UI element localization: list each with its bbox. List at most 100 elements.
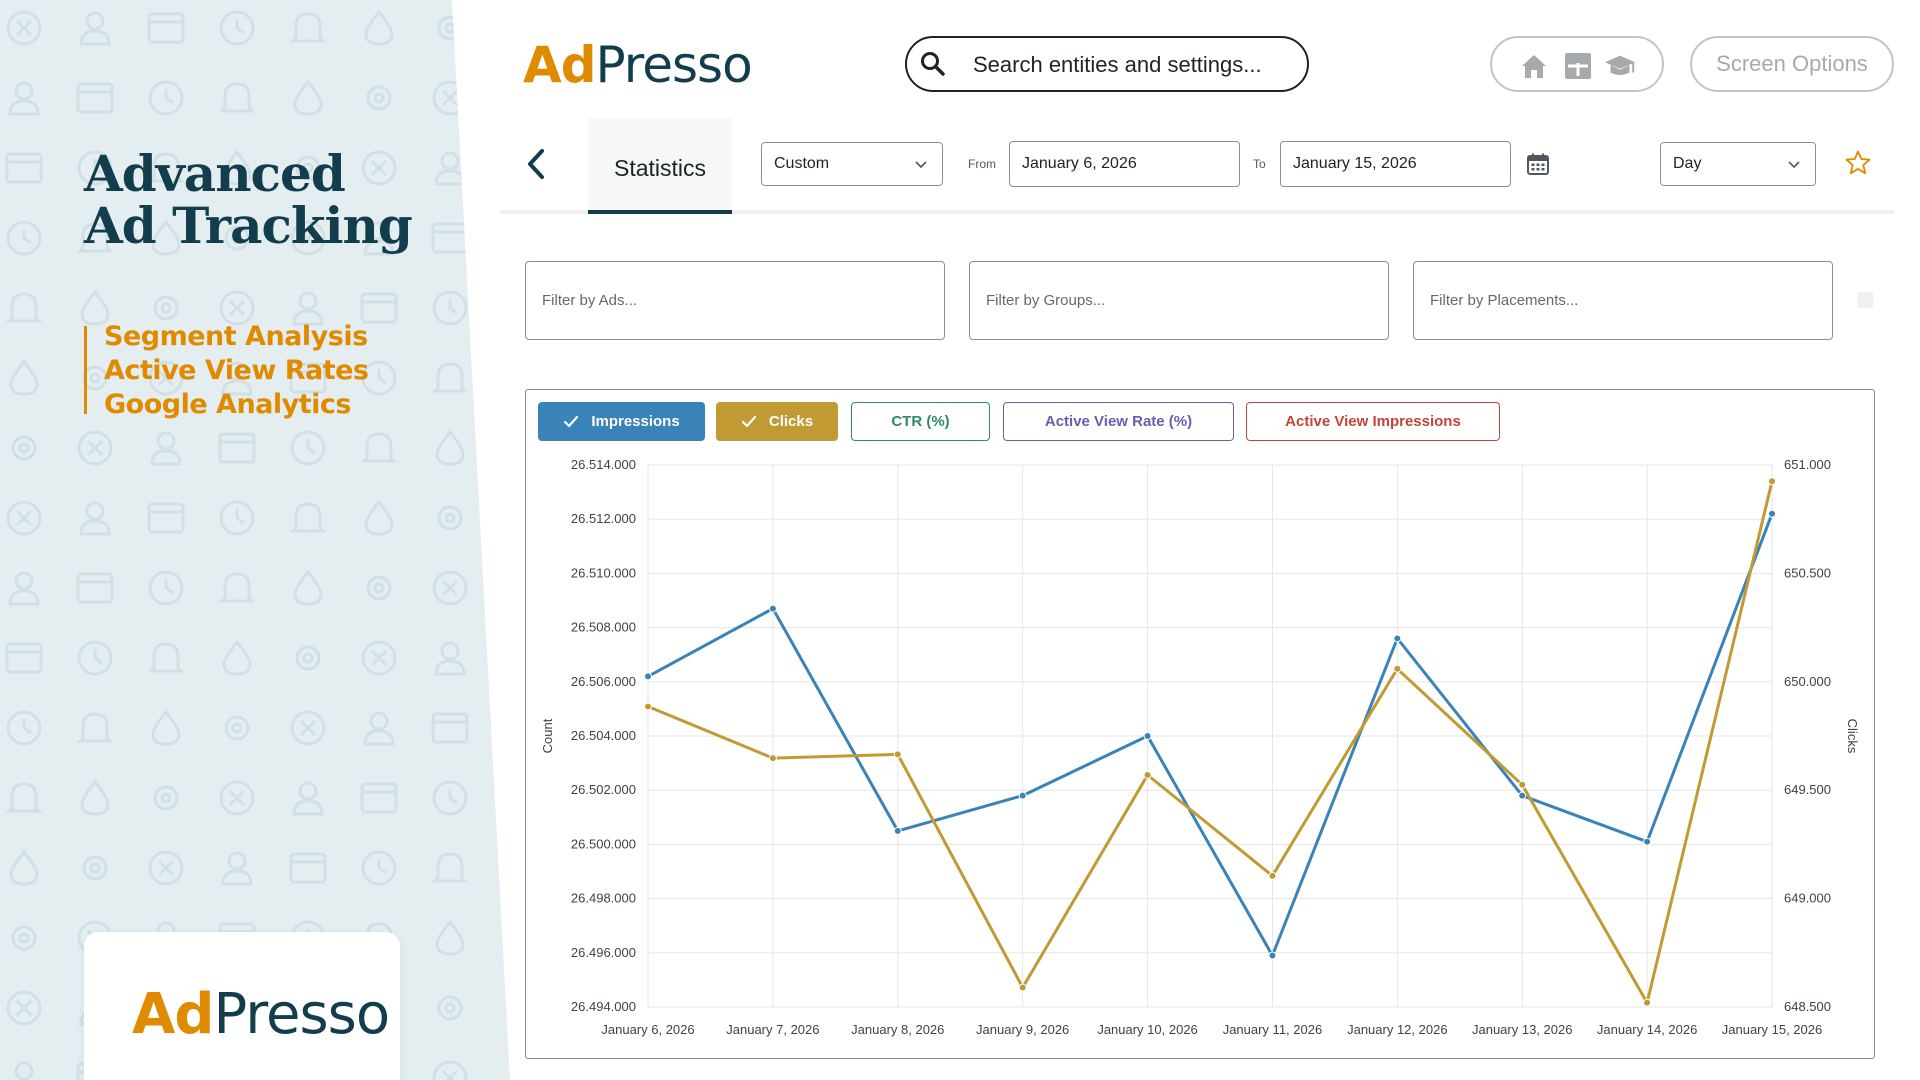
filter-ads-input[interactable]: Filter by Ads... — [525, 261, 945, 340]
learn-button[interactable] — [1604, 50, 1636, 82]
add-content-button[interactable] — [1562, 50, 1594, 82]
pattern-icon — [361, 150, 397, 186]
pattern-icon — [295, 645, 321, 671]
pattern-icon — [437, 505, 463, 531]
data-point[interactable] — [644, 702, 652, 711]
home-button[interactable] — [1518, 50, 1550, 82]
pattern-icon — [147, 12, 185, 44]
pattern-icon — [6, 500, 42, 536]
pattern-icon — [289, 852, 327, 884]
metric-label: Active View Rate (%) — [1044, 413, 1193, 430]
data-point[interactable] — [1643, 837, 1652, 846]
calendar-icon[interactable] — [1526, 152, 1550, 176]
x-tick-label: January 14, 2026 — [1597, 1022, 1697, 1037]
pattern-icon — [6, 220, 42, 256]
y-tick-label: 26.506.000 — [571, 674, 636, 689]
data-point[interactable] — [1268, 951, 1277, 960]
data-point[interactable] — [1768, 477, 1776, 486]
pattern-icon — [5, 152, 43, 184]
filter-groups-input[interactable]: Filter by Groups... — [969, 261, 1389, 340]
pattern-icon — [360, 432, 398, 463]
back-button[interactable] — [508, 142, 564, 186]
tab-statistics[interactable]: Statistics — [588, 118, 732, 214]
pattern-icon — [435, 919, 465, 956]
data-point[interactable] — [1018, 791, 1027, 800]
pattern-icon — [219, 780, 255, 816]
logo-presso-text: Presso — [213, 982, 390, 1047]
metric-toggle-clicks[interactable]: Clicks — [716, 402, 838, 441]
promo-feature: Google Analytics — [104, 389, 351, 420]
data-point[interactable] — [1143, 771, 1152, 780]
pattern-icon — [290, 430, 326, 466]
pattern-icon — [147, 502, 185, 534]
granularity-value: Day — [1673, 155, 1702, 172]
pattern-icon — [432, 570, 468, 606]
pattern-icon — [432, 80, 468, 116]
check-icon — [741, 415, 756, 427]
data-point[interactable] — [1518, 791, 1527, 800]
to-date-input[interactable]: January 15, 2026 — [1280, 141, 1511, 187]
data-point[interactable] — [768, 754, 777, 763]
chart-panel: Impressions Clicks CTR (%) Active View R… — [525, 389, 1875, 1059]
filter-placements-input[interactable]: Filter by Placements... — [1413, 261, 1833, 340]
promo-logo-card: AdPresso — [84, 932, 400, 1080]
data-point[interactable] — [1643, 998, 1652, 1007]
pattern-icon — [77, 640, 113, 676]
pattern-icon — [82, 855, 108, 881]
data-point[interactable] — [768, 604, 777, 613]
screen-options-button[interactable]: Screen Options — [1690, 36, 1894, 92]
pattern-icon — [5, 782, 43, 813]
x-tick-label: January 13, 2026 — [1472, 1022, 1572, 1037]
chevron-down-icon — [915, 161, 927, 169]
data-point[interactable] — [1143, 732, 1152, 740]
data-point[interactable] — [1268, 871, 1277, 880]
x-tick-label: January 8, 2026 — [851, 1022, 944, 1037]
data-point[interactable] — [1518, 780, 1527, 789]
pattern-icon — [5, 642, 43, 674]
promo-title: Advanced Ad Tracking — [84, 148, 464, 252]
pattern-icon — [361, 360, 397, 396]
clear-filters-button[interactable] — [1857, 292, 1873, 308]
data-point[interactable] — [893, 750, 902, 759]
pattern-icon — [11, 925, 37, 951]
metric-toggle-active-view-impressions[interactable]: Active View Impressions — [1246, 402, 1500, 441]
series-line — [647, 480, 1774, 1005]
pattern-icon — [292, 781, 324, 816]
pattern-icon — [79, 11, 111, 46]
date-range-value: Custom — [774, 155, 830, 172]
pattern-icon — [148, 570, 184, 606]
x-tick-label: January 9, 2026 — [976, 1022, 1069, 1037]
data-point[interactable] — [1393, 634, 1402, 643]
pattern-icon — [360, 292, 398, 324]
chevron-left-icon — [528, 149, 544, 179]
data-point[interactable] — [893, 826, 902, 835]
pattern-icon — [218, 432, 256, 464]
y-tick-label: 26.514.000 — [571, 457, 636, 472]
data-point[interactable] — [1018, 983, 1027, 992]
series-line — [647, 513, 1774, 957]
pattern-icon — [221, 361, 253, 396]
metric-toggle-active-view-rate[interactable]: Active View Rate (%) — [1003, 402, 1234, 441]
data-point[interactable] — [644, 672, 652, 681]
granularity-select[interactable]: Day — [1660, 142, 1816, 186]
promo-panel: Advanced Ad Tracking Segment Analysis Ac… — [0, 0, 510, 1080]
pattern-icon — [77, 150, 113, 186]
header-logo[interactable]: AdPresso — [523, 36, 753, 94]
from-label: From — [968, 157, 996, 171]
metric-toggle-ctr[interactable]: CTR (%) — [851, 402, 990, 441]
metric-toggle-impressions[interactable]: Impressions — [538, 402, 705, 441]
date-range-select[interactable]: Custom — [761, 142, 943, 186]
line-chart: 26.514.000 26.512.000 26.510.000 26.508.000… — [540, 457, 1860, 1037]
pattern-icon — [431, 362, 469, 393]
search-icon — [921, 52, 945, 76]
search-input[interactable]: Search entities and settings... — [905, 36, 1309, 92]
data-point[interactable] — [1393, 664, 1402, 673]
star-icon[interactable] — [1844, 149, 1872, 177]
pattern-icon — [293, 79, 323, 116]
y-tick-label: 26.498.000 — [571, 891, 636, 906]
data-point[interactable] — [1768, 509, 1776, 518]
from-date-input[interactable]: January 6, 2026 — [1009, 141, 1240, 187]
pattern-icon — [289, 502, 327, 533]
pattern-icon — [432, 780, 468, 816]
